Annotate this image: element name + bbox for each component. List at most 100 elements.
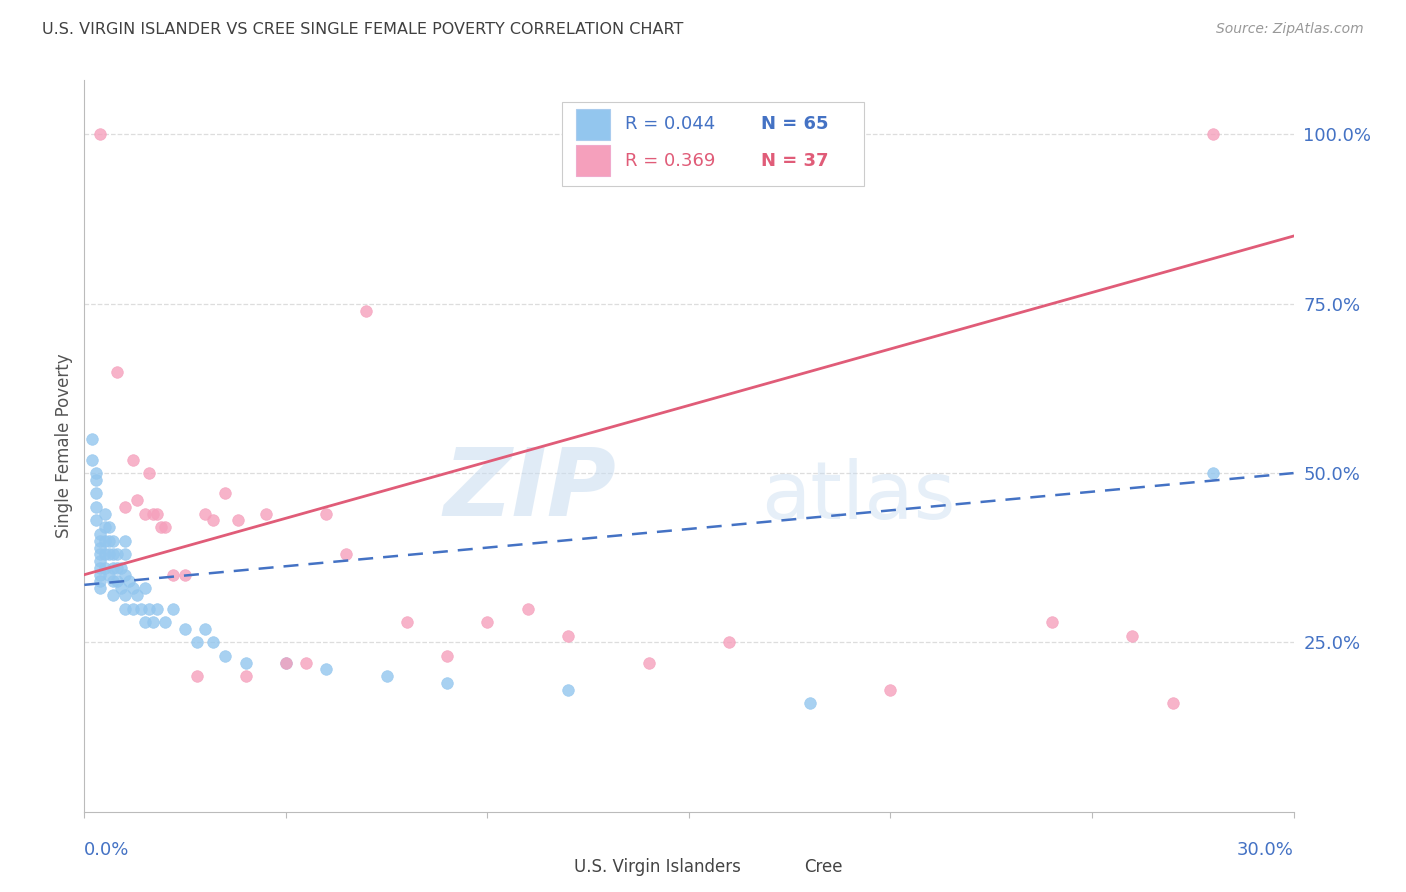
Point bbox=[274, 656, 297, 670]
Point bbox=[879, 682, 901, 697]
Point bbox=[97, 533, 120, 548]
Point bbox=[375, 669, 398, 683]
Point bbox=[315, 663, 337, 677]
FancyBboxPatch shape bbox=[768, 855, 794, 883]
Point bbox=[146, 601, 169, 615]
Point bbox=[125, 493, 148, 508]
Point bbox=[395, 615, 418, 629]
Point bbox=[114, 588, 136, 602]
Text: Cree: Cree bbox=[804, 857, 842, 876]
Text: R = 0.044: R = 0.044 bbox=[624, 115, 716, 133]
Point bbox=[105, 364, 128, 378]
Point bbox=[89, 574, 111, 589]
Point bbox=[1121, 629, 1143, 643]
FancyBboxPatch shape bbox=[576, 109, 610, 139]
Point bbox=[637, 656, 659, 670]
Point bbox=[125, 588, 148, 602]
Point bbox=[89, 581, 111, 595]
Point bbox=[356, 303, 378, 318]
Point bbox=[194, 622, 217, 636]
Point bbox=[186, 669, 208, 683]
Point bbox=[1202, 466, 1225, 480]
Point bbox=[89, 561, 111, 575]
Point bbox=[138, 466, 160, 480]
Point bbox=[89, 128, 111, 142]
Point bbox=[82, 452, 104, 467]
Point bbox=[86, 466, 108, 480]
Point bbox=[194, 507, 217, 521]
Point bbox=[118, 574, 141, 589]
Point bbox=[86, 514, 108, 528]
Text: N = 65: N = 65 bbox=[762, 115, 830, 133]
Point bbox=[226, 514, 249, 528]
Text: atlas: atlas bbox=[762, 458, 956, 536]
Point bbox=[214, 486, 236, 500]
Y-axis label: Single Female Poverty: Single Female Poverty bbox=[55, 354, 73, 538]
Point bbox=[93, 507, 115, 521]
Point bbox=[89, 554, 111, 568]
Point bbox=[114, 601, 136, 615]
Point bbox=[121, 452, 143, 467]
Point bbox=[89, 547, 111, 561]
Text: N = 37: N = 37 bbox=[762, 152, 830, 169]
Point bbox=[1161, 697, 1184, 711]
Point bbox=[134, 581, 156, 595]
Point bbox=[477, 615, 499, 629]
Point bbox=[105, 574, 128, 589]
Point bbox=[153, 615, 176, 629]
Point bbox=[174, 622, 197, 636]
Point bbox=[516, 601, 538, 615]
Point bbox=[557, 682, 579, 697]
Point bbox=[97, 520, 120, 534]
Point bbox=[1202, 128, 1225, 142]
Point bbox=[86, 500, 108, 514]
Text: R = 0.369: R = 0.369 bbox=[624, 152, 716, 169]
Text: 30.0%: 30.0% bbox=[1237, 841, 1294, 859]
Point bbox=[799, 697, 821, 711]
Point bbox=[121, 601, 143, 615]
Point bbox=[114, 547, 136, 561]
Point bbox=[335, 547, 357, 561]
Point bbox=[274, 656, 297, 670]
Point bbox=[97, 547, 120, 561]
Point bbox=[97, 567, 120, 582]
Point bbox=[146, 507, 169, 521]
Point bbox=[89, 567, 111, 582]
Point bbox=[134, 615, 156, 629]
Point bbox=[110, 581, 132, 595]
Point bbox=[557, 629, 579, 643]
Point bbox=[134, 507, 156, 521]
Point bbox=[93, 547, 115, 561]
Text: U.S. Virgin Islanders: U.S. Virgin Islanders bbox=[574, 857, 741, 876]
Point bbox=[138, 601, 160, 615]
Point bbox=[295, 656, 318, 670]
Point bbox=[93, 533, 115, 548]
Point bbox=[214, 648, 236, 663]
Point bbox=[436, 648, 458, 663]
Point bbox=[718, 635, 741, 649]
Point bbox=[101, 574, 124, 589]
Point bbox=[114, 567, 136, 582]
Point bbox=[110, 561, 132, 575]
Point bbox=[254, 507, 277, 521]
Point bbox=[162, 567, 184, 582]
Point bbox=[89, 533, 111, 548]
Point bbox=[89, 541, 111, 555]
Point bbox=[142, 615, 165, 629]
Point bbox=[121, 581, 143, 595]
Point bbox=[105, 547, 128, 561]
Point bbox=[86, 486, 108, 500]
Text: Source: ZipAtlas.com: Source: ZipAtlas.com bbox=[1216, 22, 1364, 37]
Point bbox=[186, 635, 208, 649]
Point bbox=[89, 527, 111, 541]
Point bbox=[101, 547, 124, 561]
Point bbox=[82, 432, 104, 446]
FancyBboxPatch shape bbox=[562, 103, 865, 186]
Point bbox=[1040, 615, 1063, 629]
Point bbox=[235, 669, 257, 683]
Point bbox=[129, 601, 152, 615]
Text: U.S. VIRGIN ISLANDER VS CREE SINGLE FEMALE POVERTY CORRELATION CHART: U.S. VIRGIN ISLANDER VS CREE SINGLE FEMA… bbox=[42, 22, 683, 37]
Point bbox=[86, 473, 108, 487]
Point bbox=[202, 514, 225, 528]
Point bbox=[93, 561, 115, 575]
